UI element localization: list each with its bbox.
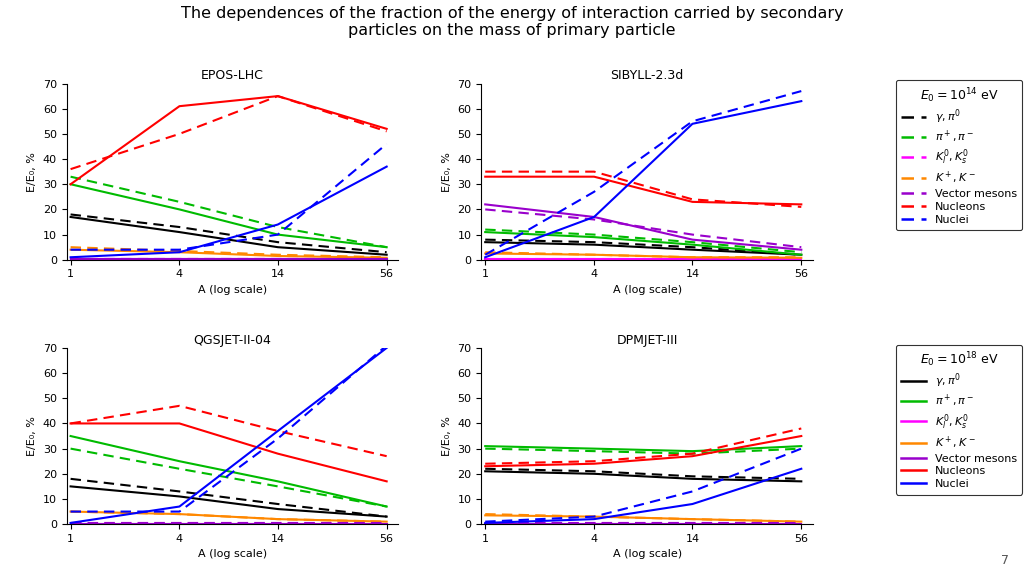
X-axis label: A (log scale): A (log scale) <box>198 285 267 295</box>
Legend: $\gamma, \pi^0$, $\pi^+, \pi^-$, $K_l^0, K_s^0$, $K^+, K^-$, Vector mesons, Nucl: $\gamma, \pi^0$, $\pi^+, \pi^-$, $K_l^0,… <box>896 80 1022 230</box>
Title: EPOS-LHC: EPOS-LHC <box>201 69 264 82</box>
Title: QGSJET-II-04: QGSJET-II-04 <box>194 334 271 347</box>
Text: 7: 7 <box>1000 554 1009 567</box>
Y-axis label: E/E₀, %: E/E₀, % <box>28 416 37 456</box>
Y-axis label: E/E₀, %: E/E₀, % <box>441 416 452 456</box>
Title: SIBYLL-2.3d: SIBYLL-2.3d <box>610 69 684 82</box>
X-axis label: A (log scale): A (log scale) <box>198 550 267 559</box>
Title: DPMJET-III: DPMJET-III <box>616 334 678 347</box>
Text: The dependences of the fraction of the energy of interaction carried by secondar: The dependences of the fraction of the e… <box>180 6 844 38</box>
X-axis label: A (log scale): A (log scale) <box>612 550 682 559</box>
Y-axis label: E/E₀, %: E/E₀, % <box>28 151 37 192</box>
Legend: $\gamma, \pi^0$, $\pi^+, \pi^-$, $K_l^0, K_s^0$, $K^+, K^-$, Vector mesons, Nucl: $\gamma, \pi^0$, $\pi^+, \pi^-$, $K_l^0,… <box>896 344 1022 495</box>
X-axis label: A (log scale): A (log scale) <box>612 285 682 295</box>
Y-axis label: E/E₀, %: E/E₀, % <box>441 151 452 192</box>
